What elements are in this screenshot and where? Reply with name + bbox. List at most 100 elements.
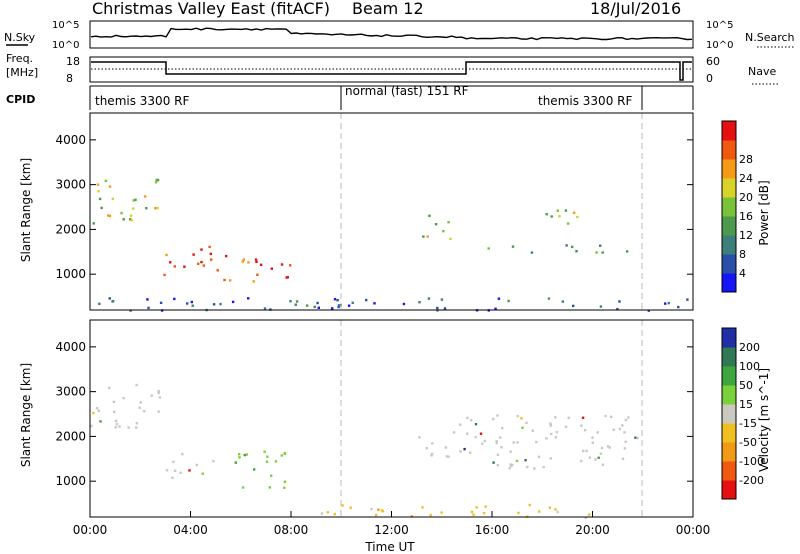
echo-cell	[445, 455, 449, 458]
echo-cell	[341, 504, 344, 507]
colorbar-tick-label: -50	[739, 436, 757, 449]
echo-cell	[295, 300, 299, 303]
echo-cell	[108, 386, 111, 390]
echo-cell	[210, 258, 213, 261]
echo-cell	[174, 469, 177, 472]
echo-cell	[138, 406, 141, 409]
echo-cell	[547, 297, 551, 300]
echo-cell	[421, 506, 424, 509]
freq-tick-top: 18	[66, 55, 80, 68]
echo-cell	[157, 389, 160, 393]
echo-cell	[496, 414, 499, 417]
echo-cell	[410, 515, 413, 518]
echo-cell	[443, 307, 447, 310]
echo-cell	[472, 513, 475, 516]
colorbar-swatch	[722, 273, 736, 293]
echo-cell	[606, 445, 610, 448]
colorbar-swatch	[722, 197, 736, 217]
echo-cell	[377, 508, 380, 511]
echo-cell	[508, 467, 511, 470]
freq-tick-bottom: 8	[66, 72, 73, 85]
echo-cell	[677, 305, 680, 309]
echo-cell	[509, 463, 512, 466]
echo-cell	[306, 304, 309, 307]
echo-cell	[351, 301, 354, 304]
echo-cell	[216, 269, 219, 272]
echo-cell	[516, 441, 519, 444]
echo-cell	[254, 258, 258, 261]
xtick-label: 04:00	[173, 523, 208, 537]
colorbar-swatch	[722, 404, 736, 424]
nsearch-tick-bottom: 10^0	[706, 40, 733, 51]
echo-cell	[582, 449, 585, 453]
echo-cell	[266, 455, 269, 458]
echo-cell	[621, 424, 624, 427]
echo-cell	[201, 472, 204, 475]
echo-cell	[129, 218, 132, 221]
echo-cell	[118, 425, 121, 428]
echo-cell	[623, 447, 626, 450]
echo-cell	[526, 465, 529, 469]
colorbar-tick-label: -15	[739, 417, 757, 430]
power-yaxis: 1000 2000 3000 4000	[55, 133, 693, 281]
echo-cell	[517, 511, 520, 515]
power-colorbar: 4 8 12 16 20 24 28	[721, 120, 753, 293]
echo-cell	[132, 207, 135, 210]
colorbar-swatch	[722, 235, 736, 255]
echo-cell	[535, 440, 538, 444]
cpid-segment-1: themis 3300 RF	[95, 94, 189, 108]
echo-cell	[283, 452, 286, 455]
echo-cell	[531, 429, 534, 432]
echo-cell	[449, 237, 452, 241]
xtick-label: 16:00	[475, 523, 510, 537]
echo-cell	[191, 304, 194, 307]
echo-cell	[98, 197, 102, 201]
echo-cell	[430, 454, 433, 457]
freq-unit: [MHz]	[6, 66, 38, 79]
echo-cell	[157, 391, 160, 395]
echo-cell	[122, 218, 125, 221]
echo-cell	[134, 198, 137, 201]
echo-cell	[440, 298, 444, 301]
echo-cell	[599, 244, 602, 247]
echo-cell	[588, 456, 592, 459]
echo-cell	[581, 416, 585, 419]
echo-cell	[195, 463, 198, 467]
echo-cell	[567, 416, 570, 419]
echo-cell	[115, 419, 118, 423]
echo-cell	[274, 460, 278, 463]
echo-cell	[475, 506, 478, 509]
power-echoes	[92, 178, 689, 312]
echo-cell	[512, 441, 515, 444]
echo-cell	[459, 423, 462, 426]
echo-cell	[241, 260, 244, 263]
echo-cell	[108, 297, 111, 300]
echo-cell	[289, 264, 292, 267]
echo-cell	[129, 214, 133, 217]
colorbar-swatch	[722, 121, 736, 141]
echo-cell	[142, 410, 146, 413]
echo-cell	[337, 305, 340, 309]
colorbar-swatch	[722, 140, 736, 160]
echo-cell	[245, 453, 248, 456]
echo-cell	[452, 431, 456, 434]
echo-cell	[130, 219, 133, 222]
echo-cell	[374, 513, 378, 517]
cpid-label: CPID	[6, 93, 35, 106]
echo-cell	[97, 409, 100, 412]
echo-cell	[313, 305, 316, 309]
echo-cell	[623, 431, 626, 434]
echo-cell	[200, 248, 203, 251]
echo-cell	[533, 467, 536, 470]
echo-cell	[564, 425, 568, 428]
nsearch-tick-top: 10^5	[706, 20, 733, 31]
freq-series	[91, 61, 692, 81]
echo-cell	[115, 422, 119, 426]
echo-cell	[561, 300, 564, 303]
echo-cell	[294, 303, 297, 306]
echo-cell	[634, 436, 637, 439]
echo-cell	[428, 214, 431, 217]
echo-cell	[600, 446, 604, 450]
echo-cell	[190, 300, 193, 304]
